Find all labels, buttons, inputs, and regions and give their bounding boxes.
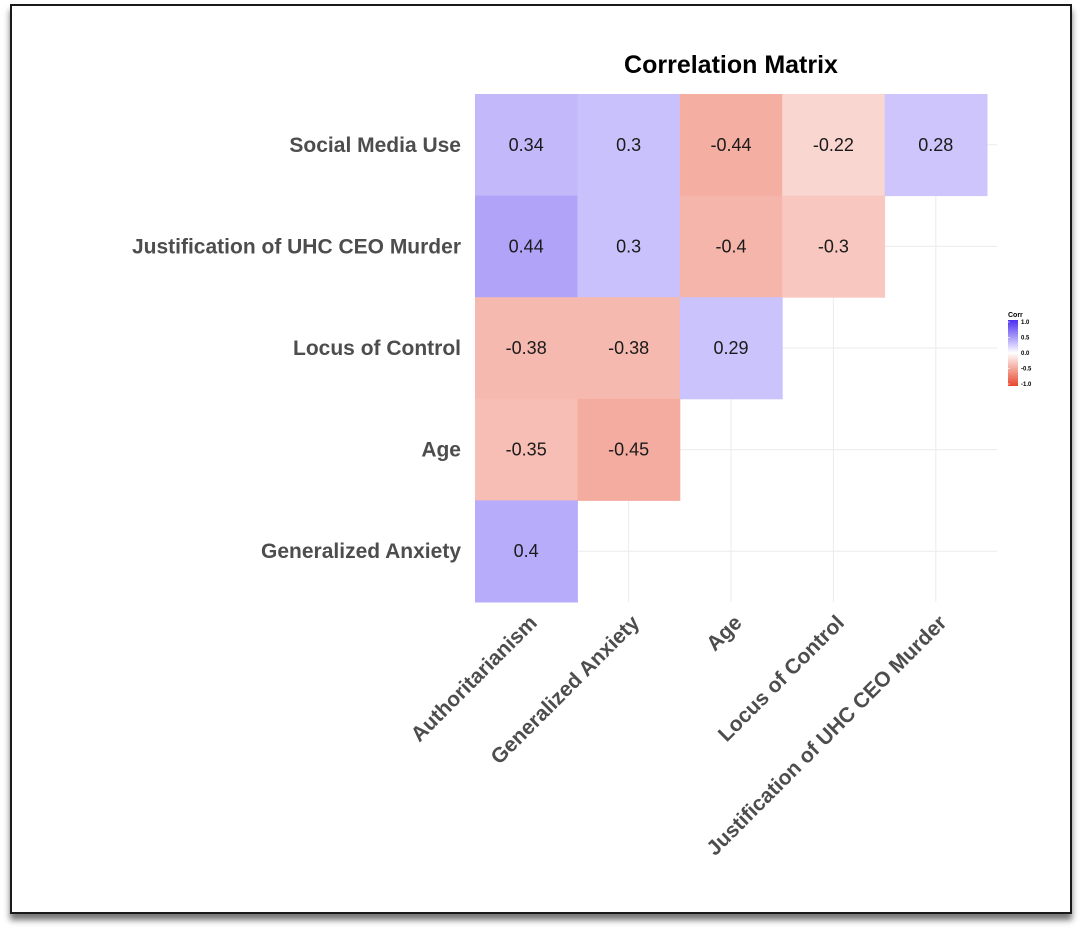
y-tick-label: Generalized Anxiety [261, 540, 461, 563]
heatmap-cell [475, 500, 578, 603]
legend-tick-label: 0.0 [1021, 351, 1030, 357]
cell-value-label: 0.44 [509, 236, 544, 256]
legend-ticks: 1.0 0.5 0.0 -0.5 -1.0 [1008, 320, 1032, 388]
heatmap-cell [475, 398, 578, 501]
heatmap-cell [679, 195, 783, 298]
heatmap-cell [577, 94, 681, 197]
cell-value-label: -0.44 [710, 135, 751, 155]
legend-tick-label: 0.5 [1021, 336, 1030, 342]
heatmap-cell [782, 195, 886, 298]
legend-tick-label: 1.0 [1021, 320, 1030, 326]
y-axis-ticks: Social Media Use Justification of UHC CEO… [132, 134, 461, 563]
cell-value-labels: 0.34 0.3 -0.44 -0.22 0.28 0.44 0.3 -0.4 -0.3 -0.3… [506, 135, 954, 561]
heatmap-cell [475, 195, 578, 298]
figure-frame: 0.34 0.3 -0.44 -0.22 0.28 0.44 0.3 -0.4 -0.3 -0.3… [10, 4, 1072, 914]
y-tick-label: Justification of UHC CEO Murder [132, 235, 461, 258]
cell-value-label: -0.35 [506, 440, 547, 460]
heatmap-cell [475, 94, 578, 197]
cell-value-label: 0.3 [616, 135, 641, 155]
cell-value-label: -0.22 [813, 135, 854, 155]
heatmap-cell [679, 94, 783, 197]
legend-tick-label: -1.0 [1021, 382, 1032, 388]
heatmap-cell [884, 94, 988, 197]
cell-value-label: 0.34 [509, 135, 544, 155]
cell-value-label: 0.4 [514, 541, 539, 561]
cell-value-label: -0.38 [608, 338, 649, 358]
cell-value-label: 0.28 [918, 135, 953, 155]
cell-value-label: -0.38 [506, 338, 547, 358]
heatmap-cell [782, 94, 886, 197]
y-tick-label: Locus of Control [293, 337, 461, 360]
legend-colorbar [1008, 320, 1018, 386]
heatmap-cell [577, 398, 681, 501]
legend-title: Corr [1008, 312, 1023, 319]
y-tick-label: Social Media Use [289, 134, 461, 157]
chart-title: Correlation Matrix [624, 51, 838, 79]
legend-tick-label: -0.5 [1021, 367, 1032, 373]
heatmap-cells [475, 94, 988, 603]
color-legend: Corr 1.0 0.5 0.0 -0.5 -1.0 [1008, 312, 1032, 388]
heatmap-cell [577, 297, 681, 400]
x-tick-label: Age [702, 611, 746, 655]
cell-value-label: -0.45 [608, 440, 649, 460]
heatmap-cell [475, 297, 578, 400]
cell-value-label: -0.3 [818, 236, 849, 256]
heatmap-cell [679, 297, 783, 400]
cell-value-label: -0.4 [715, 236, 746, 256]
heatmap-cell [577, 195, 681, 298]
cell-value-label: 0.29 [713, 338, 748, 358]
cell-value-label: 0.3 [616, 236, 641, 256]
y-tick-label: Age [421, 439, 461, 462]
correlation-heatmap: 0.34 0.3 -0.44 -0.22 0.28 0.44 0.3 -0.4 -0.3 -0.3… [132, 51, 1032, 860]
